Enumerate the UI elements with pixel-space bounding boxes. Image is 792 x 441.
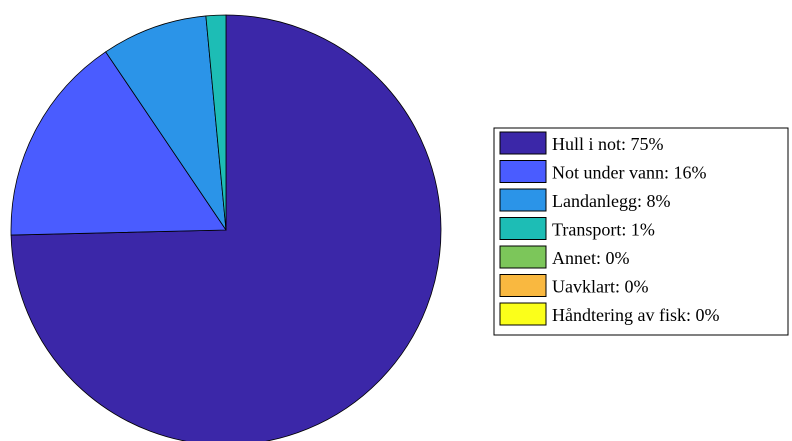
legend-label-3: Transport: 1% (552, 220, 655, 240)
legend-swatch-0 (499, 131, 547, 155)
pie-slice-1 (10, 51, 227, 236)
legend-label-1: Not under vann: 16% (552, 163, 706, 183)
legend-label-5: Uavklart: 0% (552, 277, 648, 297)
legend-swatch-4 (499, 245, 547, 269)
legend-swatch-2 (499, 188, 547, 212)
legend-items: Hull i not: 75% Not under vann: 16% Landan… (499, 131, 719, 326)
pie-slice-3 (205, 14, 227, 231)
legend-label-2: Landanlegg: 8% (552, 191, 670, 211)
legend-label-4: Annet: 0% (552, 248, 629, 268)
legend-swatch-3 (499, 217, 547, 240)
legend-swatch-1 (499, 160, 547, 183)
pie-slices (10, 14, 442, 441)
pie-slice-2 (105, 15, 227, 231)
legend-swatch-6 (499, 302, 547, 326)
legend-label-0: Hull i not: 75% (552, 134, 664, 154)
legend: Hull i not: 75% Not under vann: 16% Landan… (493, 127, 789, 336)
legend-label-6: Håndtering av fisk: 0% (552, 305, 719, 325)
legend-swatch-5 (499, 274, 547, 297)
